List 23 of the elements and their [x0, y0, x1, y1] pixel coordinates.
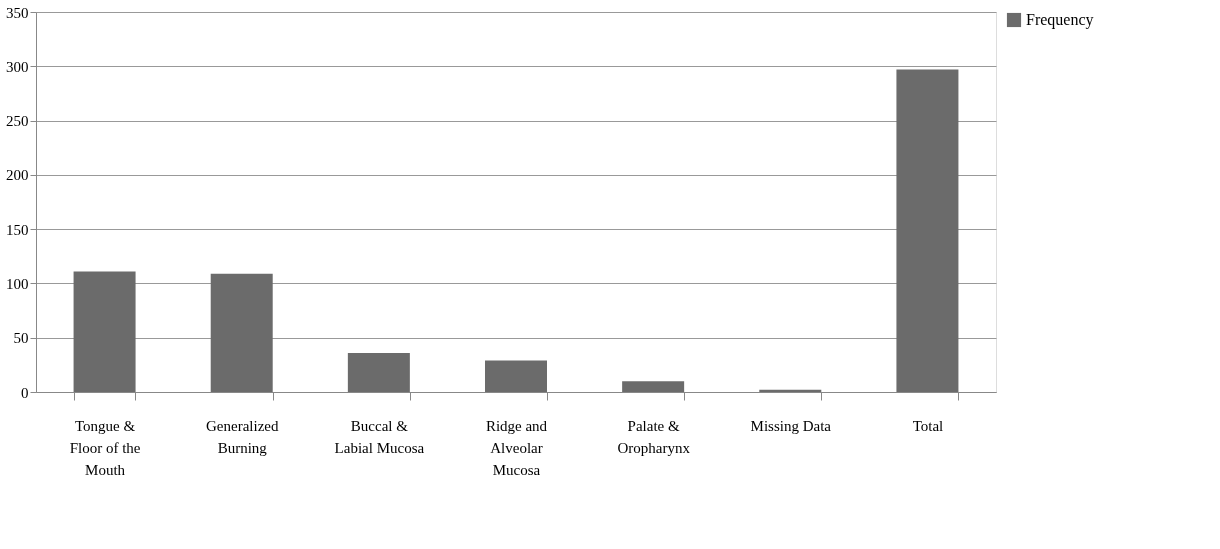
bar [210, 273, 273, 392]
y-tick-label: 300 [6, 58, 29, 75]
legend-label: Frequency [1026, 11, 1094, 29]
y-tick-label: 250 [6, 113, 29, 130]
x-tick-label: Generalized Burning [205, 417, 279, 456]
bar [73, 271, 136, 392]
y-tick-label: 350 [6, 4, 29, 21]
x-tick-label: Palate & Oropharynx [617, 417, 691, 456]
bar [896, 69, 959, 392]
y-tick-label: 200 [6, 167, 29, 184]
bar [622, 381, 685, 392]
bar [759, 389, 822, 392]
x-tick-label: Tongue & Floor of the Mouth [69, 417, 141, 478]
bar [485, 360, 547, 392]
x-tick-label: Buccal & Labial Mucosa [334, 417, 425, 456]
y-tick-label: 0 [21, 384, 29, 401]
x-tick-label: Total [912, 417, 944, 434]
y-tick-label: 100 [6, 275, 29, 292]
y-tick-label: 150 [6, 221, 29, 238]
bar [347, 352, 410, 392]
x-tick-label: Ridge and Alveolar Mucosa [485, 417, 548, 478]
y-tick-label: 50 [13, 330, 29, 347]
x-tick-label: Missing Data [750, 417, 832, 434]
